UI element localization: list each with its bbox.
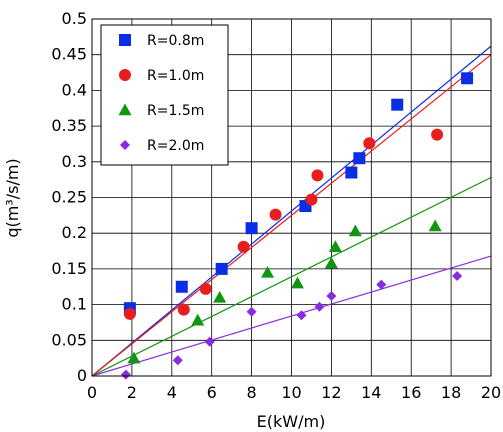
x-tick-label: 10	[281, 383, 301, 402]
data-point	[237, 240, 250, 253]
x-tick-label: 16	[401, 383, 421, 402]
legend-label: R=1.0m	[147, 68, 204, 84]
y-tick-label: 0.5	[62, 9, 87, 28]
data-point	[363, 137, 376, 150]
data-point	[314, 301, 325, 312]
fit-line	[91, 54, 492, 377]
data-point	[353, 152, 366, 165]
x-tick-label: 20	[481, 383, 501, 402]
data-point	[296, 310, 307, 321]
y-tick-label: 0.4	[62, 80, 87, 99]
x-axis-title: E(kW/m)	[257, 412, 326, 431]
fit-line	[91, 255, 492, 377]
y-tick-label: 0.2	[62, 223, 87, 242]
data-point	[204, 336, 215, 347]
legend-marker	[119, 69, 131, 81]
data-point	[175, 280, 188, 293]
data-point	[246, 306, 257, 317]
data-point	[123, 307, 136, 320]
data-point	[431, 128, 444, 141]
fit-lines	[91, 45, 492, 377]
legend-marker	[119, 34, 131, 46]
data-point	[324, 256, 338, 269]
y-tick-label: 0.35	[51, 116, 87, 135]
data-point	[172, 355, 183, 366]
data-point	[311, 169, 324, 182]
x-tick-label: 0	[87, 383, 97, 402]
data-point	[290, 276, 304, 289]
data-point	[376, 279, 387, 290]
y-tick-label: 0.1	[62, 295, 87, 314]
data-point	[191, 313, 205, 326]
y-tick-label: 0.05	[51, 330, 87, 349]
fit-line	[91, 176, 492, 377]
legend-marker	[118, 103, 132, 116]
x-tick-label: 14	[361, 383, 381, 402]
data-point	[391, 98, 404, 111]
data-point	[215, 262, 228, 275]
x-tick-label: 6	[207, 383, 217, 402]
data-point	[461, 72, 474, 85]
legend-label: R=0.8m	[147, 33, 204, 49]
data-point	[326, 291, 337, 302]
legend-label: R=2.0m	[147, 138, 204, 154]
data-point	[428, 219, 442, 232]
x-tick-label: 12	[321, 383, 341, 402]
data-point	[120, 369, 131, 380]
y-tick-label: 0.3	[62, 152, 87, 171]
data-point	[127, 351, 141, 364]
x-tick-label: 2	[127, 383, 137, 402]
ticks: 0 2 4 6 8 10 12 14 16 18 20 0 0.05 0.1 0.15 0.2 0.25 0.3 0…	[51, 9, 501, 402]
data-point	[269, 208, 282, 221]
legend: R=0.8m R=1.0m R=1.5m R=2.0m	[100, 24, 229, 166]
data-point	[199, 282, 212, 295]
x-tick-label: 4	[167, 383, 177, 402]
data-point	[177, 303, 190, 316]
legend-marker	[120, 140, 130, 150]
plot-frame	[91, 18, 492, 377]
y-tick-label: 0.25	[51, 188, 87, 207]
y-tick-label: 0	[77, 366, 87, 385]
data-points	[120, 72, 474, 380]
data-point	[345, 166, 358, 179]
y-axis-title: q(m³/s/m)	[3, 158, 22, 237]
data-point	[245, 222, 258, 235]
data-point	[328, 240, 342, 252]
data-point	[348, 224, 362, 237]
data-point	[452, 271, 463, 282]
fit-line	[91, 45, 492, 377]
y-tick-label: 0.45	[51, 45, 87, 64]
legend-label: R=1.5m	[147, 103, 204, 119]
x-tick-label: 8	[247, 383, 257, 402]
data-point	[213, 290, 227, 303]
data-point	[261, 265, 275, 278]
legend-box	[100, 24, 229, 166]
x-tick-label: 18	[441, 383, 461, 402]
data-point	[305, 193, 318, 206]
y-tick-label: 0.15	[51, 259, 87, 278]
